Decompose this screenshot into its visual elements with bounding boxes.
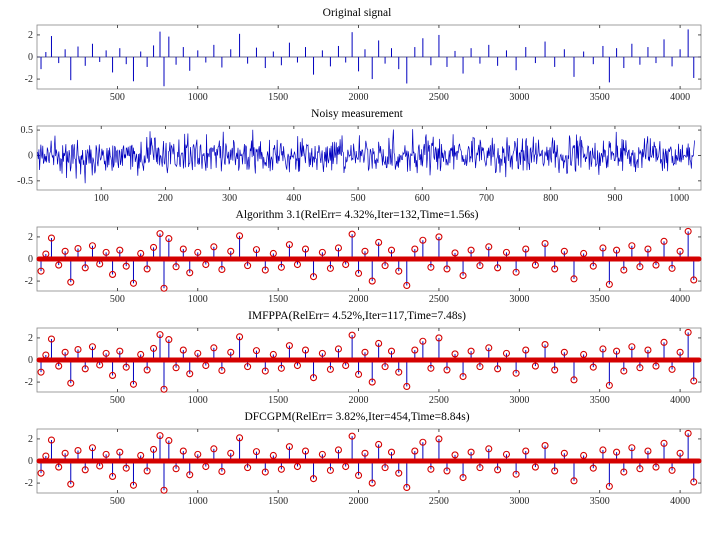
svg-text:1500: 1500 bbox=[268, 496, 288, 507]
svg-text:600: 600 bbox=[415, 193, 430, 204]
svg-text:-0.5: -0.5 bbox=[17, 176, 33, 187]
svg-text:2000: 2000 bbox=[349, 294, 369, 305]
svg-text:900: 900 bbox=[607, 193, 622, 204]
svg-text:2500: 2500 bbox=[429, 496, 449, 507]
svg-text:500: 500 bbox=[110, 496, 125, 507]
original-signal-plot: 500 1000 1500 2000 2500 3000 3500 4000 -2 0 2 bbox=[25, 24, 702, 103]
svg-text:1500: 1500 bbox=[268, 395, 288, 406]
svg-text:3500: 3500 bbox=[590, 496, 610, 507]
svg-text:4000: 4000 bbox=[670, 294, 690, 305]
svg-text:3000: 3000 bbox=[509, 294, 529, 305]
svg-text:1000: 1000 bbox=[188, 395, 208, 406]
dfcgpm-title: DFCGPM(RelErr= 3.82%,Iter=454,Time=8.84s… bbox=[244, 411, 470, 423]
svg-text:-2: -2 bbox=[25, 478, 33, 489]
imfppa-title: IMFPPA(RelErr= 4.52%,Iter=117,Time=7.48s… bbox=[248, 310, 466, 322]
svg-text:4000: 4000 bbox=[670, 496, 690, 507]
svg-text:500: 500 bbox=[110, 294, 125, 305]
dfcgpm-recovery-plot: 500 1000 1500 2000 2500 3000 3500 4000 -2 0 2 bbox=[25, 428, 702, 507]
svg-text:500: 500 bbox=[110, 92, 125, 103]
svg-text:3000: 3000 bbox=[509, 92, 529, 103]
svg-text:2500: 2500 bbox=[429, 294, 449, 305]
svg-text:400: 400 bbox=[286, 193, 301, 204]
svg-text:1000: 1000 bbox=[188, 92, 208, 103]
svg-text:0: 0 bbox=[28, 52, 33, 63]
svg-text:2500: 2500 bbox=[429, 395, 449, 406]
svg-text:1000: 1000 bbox=[188, 496, 208, 507]
svg-text:2: 2 bbox=[28, 232, 33, 243]
algorithm31-title: Algorithm 3.1(RelErr= 4.32%,Iter=132,Tim… bbox=[235, 209, 479, 221]
algorithm31-recovery-plot: 500 1000 1500 2000 2500 3000 3500 4000 -2 0 2 bbox=[25, 226, 702, 305]
subplot-noisy-measurement: Noisy measurement 100 200 300 400 500 600 700 8… bbox=[4, 107, 710, 206]
svg-text:4000: 4000 bbox=[670, 92, 690, 103]
svg-text:0: 0 bbox=[28, 355, 33, 366]
imfppa-recovery-plot: 500 1000 1500 2000 2500 3000 3500 4000 -2 0 2 bbox=[25, 327, 702, 406]
svg-text:0: 0 bbox=[28, 150, 33, 161]
svg-text:0: 0 bbox=[28, 254, 33, 265]
svg-text:2: 2 bbox=[28, 333, 33, 344]
noisy-measurement-plot: 100 200 300 400 500 600 700 800 900 1000 -0.5 0 0.5 bbox=[17, 125, 702, 204]
subplot-imfppa-recovery: IMFPPA(RelErr= 4.52%,Iter=117,Time=7.48s… bbox=[4, 309, 710, 408]
svg-text:3000: 3000 bbox=[509, 395, 529, 406]
svg-text:3500: 3500 bbox=[590, 92, 610, 103]
noisy-measurement-title: Noisy measurement bbox=[311, 108, 403, 120]
svg-text:2: 2 bbox=[28, 30, 33, 41]
svg-text:2000: 2000 bbox=[349, 395, 369, 406]
svg-text:4000: 4000 bbox=[670, 395, 690, 406]
svg-text:1000: 1000 bbox=[188, 294, 208, 305]
svg-text:2: 2 bbox=[28, 434, 33, 445]
svg-text:500: 500 bbox=[351, 193, 366, 204]
svg-text:1500: 1500 bbox=[268, 92, 288, 103]
original-signal-title: Original signal bbox=[322, 7, 392, 19]
svg-text:0: 0 bbox=[28, 456, 33, 467]
svg-text:300: 300 bbox=[222, 193, 237, 204]
svg-text:-2: -2 bbox=[25, 276, 33, 287]
svg-text:200: 200 bbox=[158, 193, 173, 204]
subplot-dfcgpm-recovery: DFCGPM(RelErr= 3.82%,Iter=454,Time=8.84s… bbox=[4, 410, 710, 509]
svg-text:-2: -2 bbox=[25, 74, 33, 85]
svg-text:100: 100 bbox=[94, 193, 109, 204]
svg-text:800: 800 bbox=[543, 193, 558, 204]
svg-text:2500: 2500 bbox=[429, 92, 449, 103]
svg-text:1000: 1000 bbox=[669, 193, 689, 204]
subplot-algorithm31-recovery: Algorithm 3.1(RelErr= 4.32%,Iter=132,Tim… bbox=[4, 208, 710, 307]
svg-text:3000: 3000 bbox=[509, 496, 529, 507]
svg-text:3500: 3500 bbox=[590, 395, 610, 406]
svg-text:2000: 2000 bbox=[349, 496, 369, 507]
subplot-original-signal: Original signal 500 1000 1500 2000 2500 3000 3… bbox=[4, 6, 710, 105]
svg-text:1500: 1500 bbox=[268, 294, 288, 305]
svg-text:2000: 2000 bbox=[349, 92, 369, 103]
svg-text:3500: 3500 bbox=[590, 294, 610, 305]
svg-text:-2: -2 bbox=[25, 377, 33, 388]
svg-text:0.5: 0.5 bbox=[21, 125, 34, 136]
svg-text:700: 700 bbox=[479, 193, 494, 204]
svg-text:500: 500 bbox=[110, 395, 125, 406]
